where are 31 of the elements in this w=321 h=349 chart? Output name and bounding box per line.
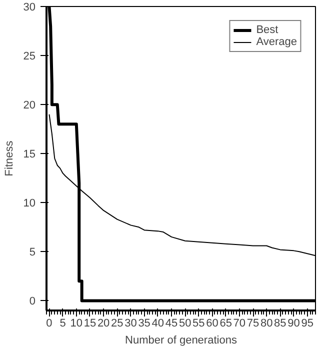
- x-tick-label: 0: [46, 318, 52, 330]
- x-tick-label: 5: [60, 318, 66, 330]
- x-axis-title: Number of generations: [125, 334, 238, 346]
- y-tick-label: 25: [23, 50, 36, 63]
- x-tick-label: 15: [84, 318, 96, 330]
- x-tick-label: 25: [111, 318, 124, 330]
- x-tick-label: 85: [274, 318, 286, 330]
- y-axis-title: Fitness: [3, 140, 16, 176]
- y-tick-label: 15: [23, 148, 36, 161]
- x-tick-label: 20: [97, 318, 110, 330]
- x-tick-label: 35: [138, 318, 150, 330]
- x-tick-label: 45: [165, 318, 178, 330]
- y-tick-label: 10: [23, 198, 36, 210]
- x-tick-label: 95: [301, 318, 314, 330]
- y-tick-label: 20: [23, 100, 36, 112]
- x-tick-label: 55: [192, 318, 205, 330]
- x-tick-label: 50: [178, 318, 192, 330]
- x-tick-label: 65: [220, 318, 232, 330]
- x-tick-label: 40: [152, 318, 164, 330]
- x-tick-label: 80: [260, 318, 273, 330]
- x-tick-label: 70: [233, 318, 246, 330]
- legend-label: Best: [256, 24, 278, 36]
- y-tick-label: 5: [29, 246, 36, 259]
- y-tick-label: 30: [23, 2, 36, 14]
- x-tick-label: 60: [206, 318, 218, 330]
- x-tick-label: 10: [70, 318, 83, 330]
- x-tick-label: 30: [124, 318, 137, 330]
- legend-label: Average: [256, 36, 297, 48]
- x-tick-label: 90: [288, 318, 300, 330]
- y-tick-label: 0: [29, 296, 36, 308]
- x-tick-label: 75: [246, 318, 260, 330]
